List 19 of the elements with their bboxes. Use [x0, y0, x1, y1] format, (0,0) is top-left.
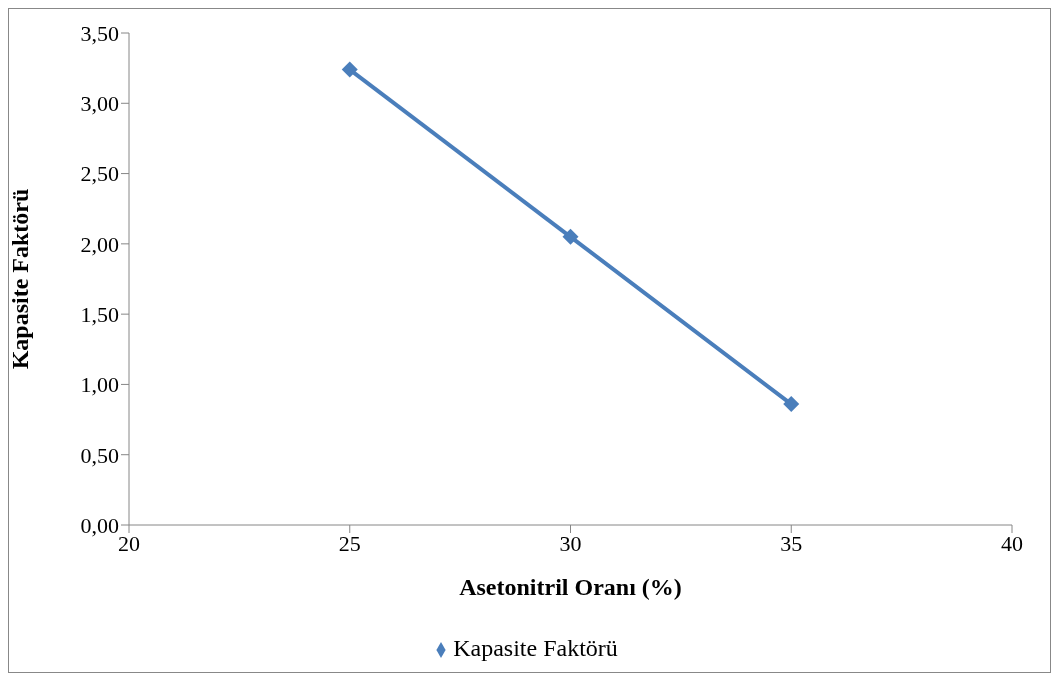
y-tick-label: 0,50	[80, 442, 119, 468]
point	[562, 228, 579, 245]
y-tick-label: 1,00	[80, 372, 119, 398]
y-axis-title: Kapasite Faktörü	[6, 188, 33, 370]
y-tick-label: 3,00	[80, 91, 119, 117]
y-tick-label: 1,50	[80, 301, 119, 327]
y-tick-label: 3,50	[80, 20, 119, 46]
point	[341, 61, 358, 78]
y-tick-label: 2,50	[80, 161, 119, 187]
y-tick-label: 2,00	[80, 231, 119, 257]
x-axis-title: Asetonitril Oranı (%)	[459, 574, 682, 600]
legend-label: Kapasite Faktörü	[453, 635, 618, 661]
x-tick-label: 20	[118, 530, 140, 556]
x-tick-label: 30	[559, 530, 582, 556]
y-tick-label: 0,00	[80, 512, 119, 538]
x-tick-label: 40	[1001, 530, 1023, 556]
point	[783, 396, 800, 413]
x-tick-label: 35	[780, 530, 803, 556]
x-tick-label: 25	[338, 530, 361, 556]
